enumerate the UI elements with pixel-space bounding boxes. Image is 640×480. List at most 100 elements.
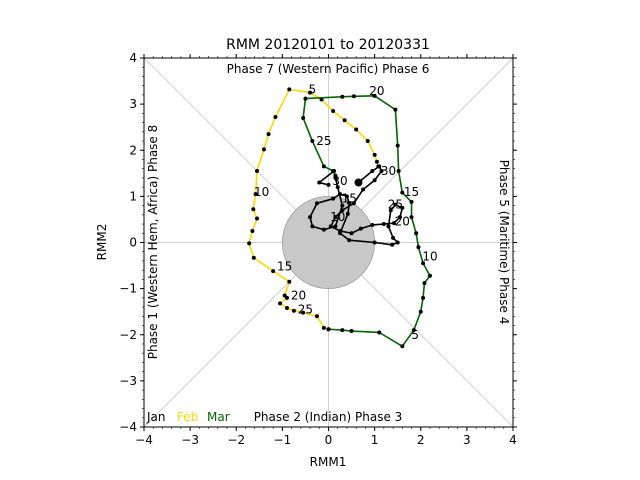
point-mar-15 (409, 199, 414, 204)
point-feb-2 (374, 159, 379, 164)
point-jan-31 (338, 192, 343, 197)
point-jan-25 (372, 240, 377, 245)
point-jan-16 (391, 221, 396, 226)
point-jan-6 (361, 187, 366, 192)
start-marker (354, 178, 363, 187)
day-label-16: 5 (411, 328, 419, 342)
point-mar-25 (310, 139, 315, 144)
day-label-1: 5 (309, 82, 317, 96)
point-jan-38 (340, 203, 345, 208)
point-mar-8 (421, 295, 426, 300)
point-mar-26 (321, 164, 326, 169)
day-label-9: 10 (330, 210, 345, 224)
point-feb-6 (342, 118, 347, 123)
x-tick-label: 4 (509, 433, 517, 447)
point-jan-37 (333, 224, 338, 229)
point-jan-8 (340, 208, 345, 213)
point-jan-30 (344, 194, 349, 199)
point-jan-29 (347, 201, 352, 206)
point-feb-22 (287, 279, 292, 284)
point-mar-21 (351, 94, 356, 99)
legend-mar: Mar (207, 410, 230, 424)
month-legend: Jan Feb Mar (146, 410, 230, 424)
axis-ticks: −4 −3 −2 −1 0 1 2 3 4 −4 −3 −2 −1 0 1 2 3 4 (119, 51, 517, 447)
point-mar-11 (421, 261, 426, 266)
point-jan-22 (391, 235, 396, 240)
point-feb-7 (331, 109, 336, 114)
x-tick-label: −4 (135, 433, 153, 447)
point-jan-9 (333, 215, 338, 220)
point-jan-10 (328, 224, 333, 229)
point-jan-17 (397, 215, 402, 220)
day-label-6: 15 (404, 185, 419, 199)
point-mar-14 (409, 215, 414, 220)
unit-circle (281, 195, 376, 290)
point-jan-4 (379, 169, 384, 174)
day-label-2: 20 (369, 84, 384, 98)
point-feb-9 (308, 90, 313, 95)
y-tick-label: −3 (119, 374, 137, 388)
day-label-11: 10 (254, 185, 269, 199)
point-feb-18 (250, 228, 255, 233)
y-tick-label: 0 (129, 236, 137, 250)
point-feb-10 (287, 87, 292, 92)
point-jan-14 (370, 222, 375, 227)
point-feb-14 (255, 169, 260, 174)
y-tick-label: 1 (129, 189, 137, 203)
point-mar-1 (326, 327, 331, 332)
point-feb-13 (261, 147, 266, 152)
point-jan-27 (338, 231, 343, 236)
point-feb-30 (321, 325, 326, 330)
day-label-14: 20 (291, 289, 306, 303)
point-jan-18 (400, 205, 405, 210)
day-label-5: 30 (332, 174, 347, 188)
point-jan-42 (317, 180, 322, 185)
x-tick-label: −3 (181, 433, 199, 447)
point-feb-28 (301, 310, 306, 315)
point-feb-11 (273, 115, 278, 120)
legend-jan: Jan (146, 410, 166, 424)
point-jan-36 (321, 227, 326, 232)
y-tick-label: 2 (129, 143, 137, 157)
chart-title: RMM 20120101 to 20120331 (226, 37, 430, 53)
point-mar-27 (331, 169, 336, 174)
x-tick-label: 0 (325, 433, 333, 447)
point-feb-16 (251, 207, 256, 212)
point-mar-18 (395, 143, 400, 148)
day-label-15: 25 (298, 302, 313, 316)
x-tick-label: −1 (274, 433, 292, 447)
y-tick-label: −2 (119, 328, 137, 342)
day-label-13: 15 (277, 259, 292, 273)
x-tick-label: −2 (227, 433, 245, 447)
y-tick-label: 3 (129, 97, 137, 111)
point-feb-12 (266, 132, 271, 137)
point-jan-34 (308, 215, 313, 220)
point-jan-12 (349, 231, 354, 236)
point-jan-26 (347, 238, 352, 243)
point-jan-15 (381, 222, 386, 227)
point-feb-17 (255, 216, 260, 221)
point-mar-16 (400, 190, 405, 195)
point-mar-19 (393, 107, 398, 112)
point-mar-13 (414, 231, 419, 236)
series-line-mar (302, 95, 431, 348)
point-mar-20 (372, 93, 377, 98)
point-feb-3 (372, 152, 377, 157)
day-label-8: 25 (388, 198, 403, 212)
point-feb-29 (314, 314, 319, 319)
point-jan-19 (393, 202, 398, 207)
point-jan-39 (335, 185, 340, 190)
x-tick-label: 3 (463, 433, 471, 447)
point-mar-2 (340, 328, 345, 333)
y-tick-label: −4 (119, 420, 137, 434)
point-mar-7 (418, 309, 423, 314)
point-mar-10 (427, 273, 432, 278)
point-jan-2 (370, 169, 375, 174)
point-feb-15 (253, 192, 258, 197)
point-mar-3 (349, 329, 354, 334)
point-mar-9 (422, 281, 427, 286)
point-jan-7 (351, 201, 356, 206)
point-mar-23 (303, 96, 308, 101)
day-label-10: 20 (395, 215, 410, 229)
